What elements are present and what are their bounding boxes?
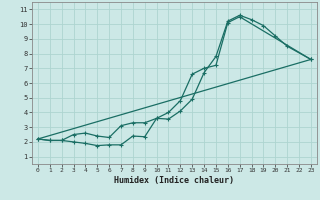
X-axis label: Humidex (Indice chaleur): Humidex (Indice chaleur) bbox=[115, 176, 234, 185]
